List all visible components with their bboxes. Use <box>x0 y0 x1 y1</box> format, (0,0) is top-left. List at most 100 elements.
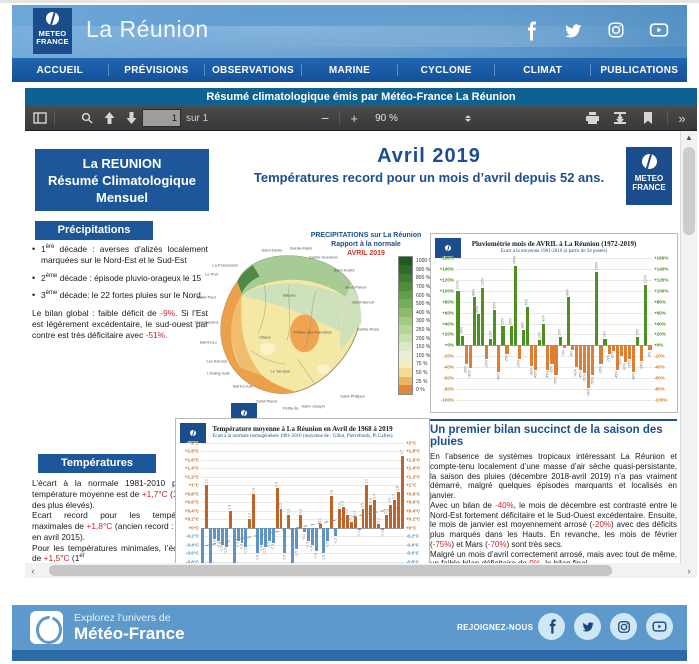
twitter-icon[interactable] <box>563 21 583 41</box>
scrollbar-thumb[interactable] <box>49 565 613 576</box>
chart-bar <box>381 527 384 531</box>
zoom-in-icon[interactable]: + <box>350 110 358 126</box>
precipitation-map: PRECIPITATIONS sur La Réunion Rapport à … <box>194 229 433 427</box>
instagram-icon[interactable] <box>610 613 637 640</box>
chart-bar <box>578 345 583 370</box>
dropdown-caret-icon <box>465 114 472 122</box>
chart-bar <box>267 527 271 541</box>
map-place-label: Saint-André <box>333 267 355 273</box>
zoom-level-select[interactable]: 90 % <box>371 110 475 126</box>
bar-value-label: -25% <box>516 360 521 369</box>
chart-bar <box>493 309 497 346</box>
chart-bar <box>472 297 476 346</box>
map-place-label: Saint-Denis <box>261 247 283 253</box>
youtube-icon[interactable] <box>646 613 673 640</box>
pdf-toolbar: sur 1 − + 90 % » <box>25 106 697 131</box>
bar-value-label: -78% <box>586 389 590 398</box>
download-icon[interactable] <box>609 108 631 128</box>
chart-bar <box>201 527 205 563</box>
site-footer: Explorez l'univers de Météo-France REJOI… <box>12 605 687 650</box>
document-heading: Avril 2019 Températures record pour un m… <box>225 145 633 186</box>
youtube-icon[interactable] <box>649 21 669 41</box>
bar-value-label: 110% <box>643 275 648 284</box>
chart-bar <box>236 527 240 541</box>
legend-item: 0 % <box>398 385 433 395</box>
chart-bar <box>513 266 517 346</box>
search-icon[interactable] <box>76 108 98 128</box>
chart-bar <box>550 345 554 365</box>
instagram-icon[interactable] <box>607 21 625 41</box>
reunion-island-map: Saint-Denis Sainte-Marie Sainte-Suzanne Sai… <box>194 245 379 413</box>
nav-observations[interactable]: OBSERVATIONS <box>211 64 294 76</box>
nav-publications[interactable]: PUBLICATIONS <box>600 64 679 76</box>
scrollbar-thumb[interactable] <box>683 147 695 235</box>
bar-value-label: 57% <box>475 306 480 313</box>
map-legend: 1000 % 900 % 800 % 700 % 600 % 500 % 400 % 300 … <box>398 256 433 395</box>
nav-marine[interactable]: MARINE <box>328 64 371 76</box>
bar-value-label: -25% <box>483 360 488 369</box>
map-place-label: Les Avirons <box>206 358 228 364</box>
chart-bar <box>595 271 599 346</box>
print-icon[interactable] <box>581 108 603 128</box>
chart-bar <box>644 285 648 346</box>
scroll-right-icon[interactable]: › <box>687 565 691 576</box>
meteo-france-logo: METEO FRANCE <box>180 423 206 447</box>
map-place-label: Saint-Pierre <box>256 398 278 404</box>
bar-value-label: 70% <box>524 298 529 306</box>
facebook-icon[interactable] <box>523 21 539 41</box>
scroll-up-icon[interactable]: ▲ <box>685 133 693 142</box>
bar-value-label: -45% <box>614 371 619 380</box>
map-place-label: Saint-Philippe <box>340 393 365 399</box>
bar-value-label: -30% <box>622 363 627 372</box>
chart-bar <box>291 527 295 563</box>
chart-bar <box>480 288 485 346</box>
chart-bar <box>505 345 509 354</box>
page-up-icon[interactable] <box>98 108 120 128</box>
bookmark-icon[interactable] <box>637 108 659 128</box>
page-count-label: sur 1 <box>186 112 209 124</box>
bar-value-label: -48% <box>496 373 501 381</box>
scroll-left-icon[interactable]: ‹ <box>31 565 35 576</box>
vertical-scrollbar[interactable]: ▲ <box>680 131 697 563</box>
chart-bar <box>217 527 221 541</box>
chart-bar <box>392 500 396 528</box>
bar-value-label: 12% <box>488 330 492 338</box>
twitter-icon[interactable] <box>574 613 601 640</box>
facebook-icon[interactable] <box>538 613 565 640</box>
map-place-label: Sainte-Rose <box>357 326 380 332</box>
page-number-input[interactable] <box>142 109 181 127</box>
chart-bar <box>283 527 287 554</box>
bar-value-label: 10% <box>537 331 541 339</box>
chart-bar <box>295 527 299 550</box>
chart-bar <box>314 527 318 552</box>
chart-bar <box>615 345 619 370</box>
chart-bar <box>349 521 353 528</box>
chart-bar <box>636 337 640 346</box>
chart-bar <box>538 339 542 346</box>
map-place-label: La Possession <box>212 262 239 268</box>
horizontal-scrollbar[interactable]: ‹ › <box>25 563 697 578</box>
logo-line1: METEO <box>38 29 67 38</box>
bar-value-label: 40% <box>541 315 546 323</box>
chart-bar <box>587 345 591 388</box>
nav-previsions[interactable]: PRÉVISIONS <box>124 64 189 76</box>
zoom-out-icon[interactable]: − <box>321 110 330 126</box>
bar-value-label: -35% <box>549 365 554 374</box>
nav-cyclone[interactable]: CYCLONE <box>420 64 472 76</box>
chart-bar <box>583 345 587 373</box>
site-title: La Réunion <box>86 16 209 42</box>
chart-bar <box>396 491 400 528</box>
nav-climat[interactable]: CLIMAT <box>523 64 563 76</box>
map-place-label: Bras-Panon <box>345 284 367 290</box>
chart-bar <box>632 345 636 372</box>
pluviometrie-chart: METEO FRANCE Pluviométrie mois de AVRIL … <box>430 233 678 413</box>
map-place-label: Saint-Benoît <box>351 299 374 305</box>
scrollbar-track[interactable] <box>41 565 681 576</box>
nav-accueil[interactable]: ACCUEIL <box>36 64 84 76</box>
page-down-icon[interactable] <box>120 108 142 128</box>
sidebar-toggle-icon[interactable] <box>29 108 51 128</box>
more-tools-icon[interactable]: » <box>678 110 686 126</box>
meteo-france-logo[interactable]: METEO FRANCE <box>33 8 72 54</box>
meteo-france-footer-logo[interactable] <box>30 611 63 644</box>
chart-bar <box>489 338 493 346</box>
